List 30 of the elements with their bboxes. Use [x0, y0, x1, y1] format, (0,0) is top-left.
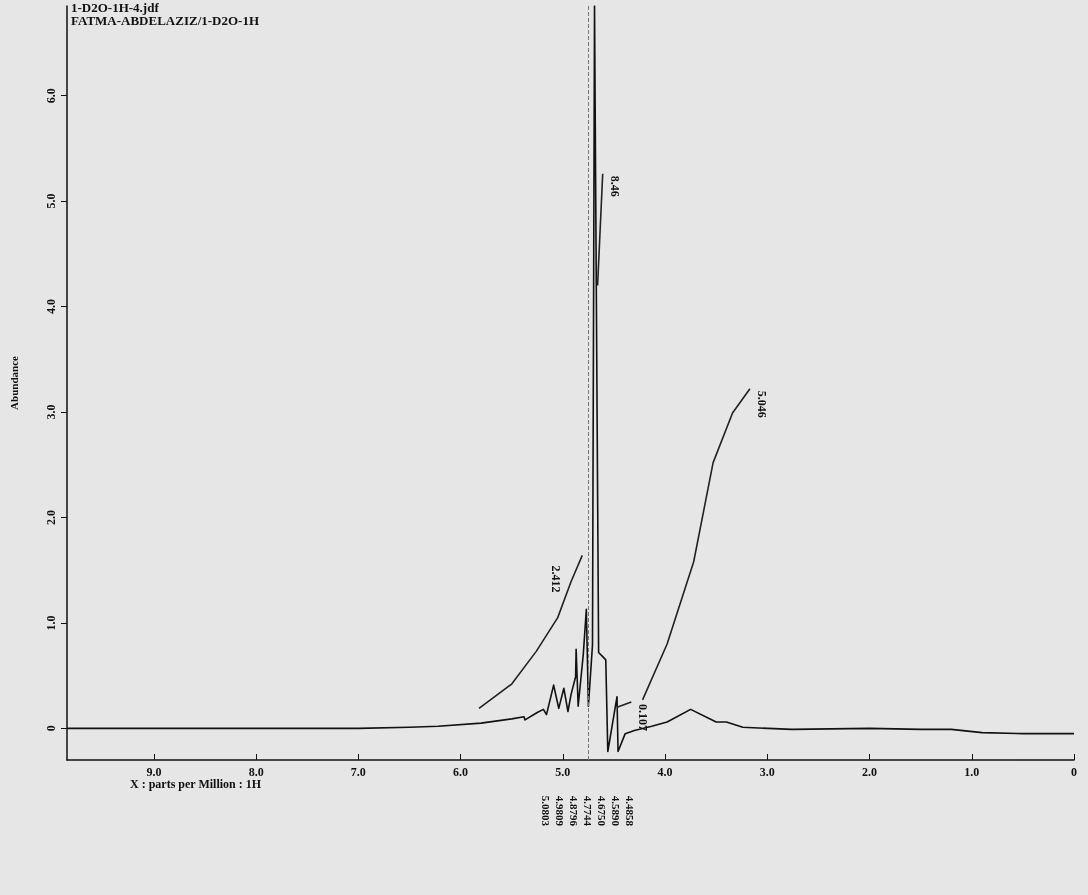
x-tick-label: 8.0 — [248, 765, 264, 779]
y-tick-label: 5.0 — [44, 193, 58, 209]
text: 4.4858 — [624, 795, 637, 827]
x-tick-label: 3.0 — [759, 765, 775, 779]
y-tick-label: 1.0 — [44, 615, 58, 631]
x-tick-label: 6.0 — [453, 765, 469, 779]
chart-title: 1-D2O-1H-4.jdf — [71, 0, 160, 15]
y-axis-title: Abundance — [7, 355, 20, 410]
y-tick-label: 4.0 — [44, 299, 58, 315]
y-tick-label: 3.0 — [44, 404, 58, 420]
x-tick-label: 7.0 — [350, 765, 366, 779]
x-tick-label: 4.0 — [657, 765, 673, 779]
annotation: 5.046 — [754, 390, 769, 418]
text: 5.0803 — [540, 795, 553, 827]
x-tick-label: 9.0 — [146, 765, 162, 779]
y-tick-label: 0 — [44, 725, 58, 732]
text: 4.8796 — [568, 795, 581, 827]
x-tick-label: 5.0 — [555, 765, 571, 779]
annotation: 8.46 — [607, 175, 622, 197]
text: 4.5890 — [610, 795, 623, 827]
text: 4.7744 — [582, 795, 595, 827]
annotation: 2.412 — [549, 565, 564, 593]
x-axis-title: X : parts per Million : 1H — [130, 777, 262, 791]
text: 4.9809 — [554, 795, 567, 827]
y-tick-label: 2.0 — [44, 509, 58, 525]
x-tick-label: 1.0 — [964, 765, 980, 779]
y-tick-label: 6.0 — [44, 88, 58, 104]
x-tick-label: 2.0 — [862, 765, 878, 779]
text: 4.6750 — [596, 795, 609, 827]
x-tick-label: 0 — [1071, 765, 1077, 779]
